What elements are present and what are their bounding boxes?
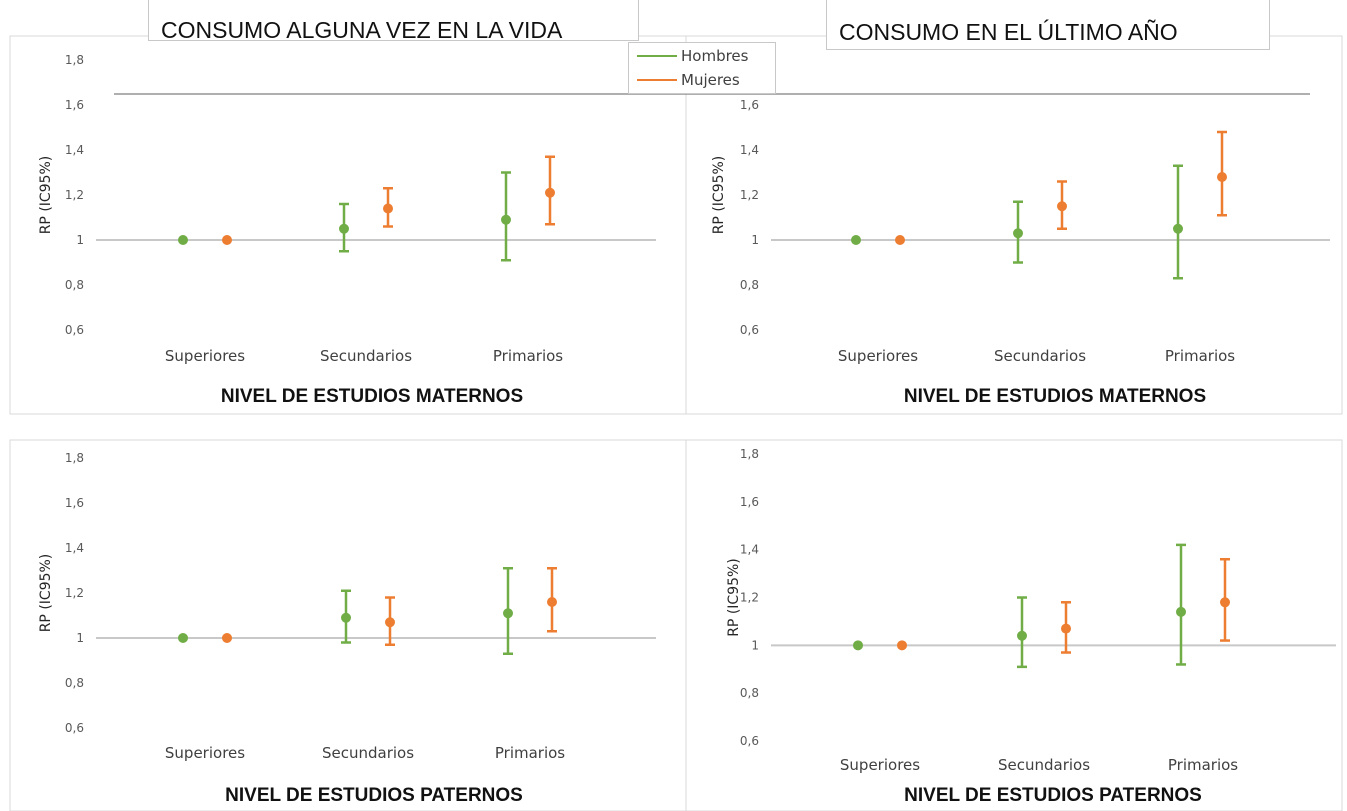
x-axis-title: NIVEL DE ESTUDIOS MATERNOS — [904, 386, 1206, 407]
x-tick-label: Primarios — [1168, 756, 1238, 774]
y-tick-label: 0,8 — [65, 676, 84, 690]
chart-top-right: 0,60,811,21,41,61,8RP (IC95%)SuperioresS… — [711, 53, 1330, 407]
x-tick-label: Secundarios — [994, 347, 1086, 365]
legend-label-mujeres: Mujeres — [681, 71, 740, 89]
point-hombres — [853, 640, 863, 651]
point-hombres — [503, 608, 513, 619]
legend-swatch-hombres — [637, 55, 677, 57]
x-tick-label: Secundarios — [322, 744, 414, 762]
y-tick-label: 1,2 — [65, 586, 84, 600]
x-tick-label: Secundarios — [320, 347, 412, 365]
panel-frame-bottom-right — [685, 439, 1343, 811]
legend-item-mujeres: Mujeres — [637, 69, 740, 91]
x-tick-label: Primarios — [1165, 347, 1235, 365]
legend-item-hombres: Hombres — [637, 45, 748, 67]
point-hombres — [501, 214, 511, 225]
point-mujeres — [1220, 597, 1230, 608]
y-tick-label: 0,6 — [740, 734, 759, 748]
point-mujeres — [385, 617, 395, 628]
y-tick-label: 0,6 — [65, 721, 84, 735]
y-tick-label: 1,4 — [740, 543, 759, 557]
point-mujeres — [895, 235, 905, 245]
y-tick-label: 1 — [751, 233, 759, 247]
y-tick-label: 1,2 — [740, 591, 759, 605]
y-tick-label: 0,8 — [740, 278, 759, 292]
y-tick-label: 1 — [751, 638, 759, 652]
chart-bottom-left: 0,6 0,8 1 1,2 1,4 1,6 1,8 RP (IC95%) Superiores S… — [38, 451, 656, 806]
point-mujeres — [1061, 623, 1071, 634]
x-tick-label: Superiores — [165, 347, 245, 365]
point-mujeres — [1057, 201, 1067, 212]
chart-bottom-right: 0,6 0,8 1 1,2 1,4 1,6 1,8 RP (IC95%) Superiores S… — [726, 447, 1336, 806]
x-tick-label: Superiores — [165, 744, 245, 762]
point-hombres — [1017, 630, 1027, 641]
x-tick-label: Superiores — [838, 347, 918, 365]
y-tick-label: 0,6 — [65, 323, 84, 337]
y-tick-label: 0,6 — [740, 323, 759, 337]
point-mujeres — [222, 633, 232, 643]
legend-swatch-mujeres — [637, 79, 677, 81]
y-tick-label: 1,2 — [65, 188, 84, 202]
charts-layer: 0,6 0,8 1 1,2 1,4 1,6 1,8 RP (IC95%) Superiores S… — [38, 53, 1336, 806]
point-mujeres — [383, 203, 393, 214]
point-hombres — [1173, 223, 1183, 234]
y-tick-label: 1,2 — [740, 188, 759, 202]
y-tick-label: 1,6 — [65, 496, 84, 510]
y-tick-label: 0,8 — [65, 278, 84, 292]
x-axis-title: NIVEL DE ESTUDIOS PATERNOS — [904, 785, 1202, 806]
x-tick-label: Primarios — [493, 347, 563, 365]
legend: Hombres Mujeres — [628, 42, 776, 94]
point-hombres — [851, 235, 861, 245]
y-tick-label: 1 — [76, 631, 84, 645]
y-tick-label: 1,6 — [740, 495, 759, 509]
point-mujeres — [222, 235, 232, 245]
title-left: CONSUMO ALGUNA VEZ EN LA VIDA — [148, 0, 639, 41]
y-axis-title: RP (IC95%) — [38, 554, 54, 633]
point-hombres — [339, 223, 349, 234]
y-tick-label: 1,8 — [65, 451, 84, 465]
point-mujeres — [547, 597, 557, 607]
point-mujeres — [545, 187, 555, 198]
x-axis-title: NIVEL DE ESTUDIOS MATERNOS — [221, 386, 523, 407]
y-tick-label: 1,8 — [65, 53, 84, 67]
y-tick-label: 1,6 — [65, 98, 84, 112]
panel-frames — [9, 35, 1343, 811]
y-tick-label: 1,4 — [740, 143, 759, 157]
title-right: CONSUMO EN EL ÚLTIMO AÑO — [826, 0, 1270, 50]
x-tick-label: Superiores — [840, 756, 920, 774]
point-hombres — [341, 612, 351, 623]
y-tick-label: 1,6 — [740, 98, 759, 112]
y-axis-title: RP (IC95%) — [38, 156, 54, 235]
point-hombres — [1176, 606, 1186, 617]
y-axis-title: RP (IC95%) — [726, 558, 742, 637]
point-mujeres — [897, 640, 907, 651]
point-hombres — [178, 633, 188, 643]
x-tick-label: Primarios — [495, 744, 565, 762]
chart-top-left: 0,6 0,8 1 1,2 1,4 1,6 1,8 RP (IC95%) Superiores S… — [38, 53, 656, 407]
y-tick-label: 0,8 — [740, 686, 759, 700]
legend-label-hombres: Hombres — [681, 47, 749, 65]
y-tick-label: 1,8 — [740, 447, 759, 461]
point-mujeres — [1217, 172, 1227, 182]
point-hombres — [1013, 228, 1023, 239]
x-tick-label: Secundarios — [998, 756, 1090, 774]
y-axis-title: RP (IC95%) — [711, 156, 727, 235]
y-tick-label: 1,4 — [65, 143, 84, 157]
y-tick-label: 1 — [76, 233, 84, 247]
x-axis-title: NIVEL DE ESTUDIOS PATERNOS — [225, 785, 523, 806]
point-hombres — [178, 235, 188, 245]
y-tick-label: 1,4 — [65, 541, 84, 555]
